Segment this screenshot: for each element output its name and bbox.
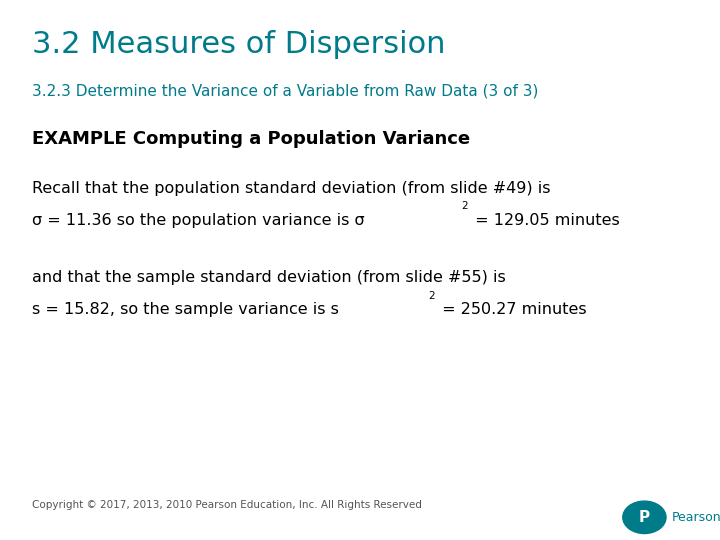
Text: 2: 2	[462, 201, 468, 212]
Text: 2: 2	[428, 291, 435, 301]
Text: Pearson: Pearson	[672, 511, 720, 524]
Text: P: P	[639, 510, 650, 525]
Text: 3.2 Measures of Dispersion: 3.2 Measures of Dispersion	[32, 30, 446, 59]
Text: σ = 11.36 so the population variance is σ: σ = 11.36 so the population variance is …	[32, 213, 365, 228]
Text: Recall that the population standard deviation (from slide #49) is: Recall that the population standard devi…	[32, 181, 551, 196]
Text: Copyright © 2017, 2013, 2010 Pearson Education, Inc. All Rights Reserved: Copyright © 2017, 2013, 2010 Pearson Edu…	[32, 500, 422, 510]
Text: = 250.27 minutes: = 250.27 minutes	[437, 302, 587, 318]
Circle shape	[623, 501, 666, 534]
Text: EXAMPLE Computing a Population Variance: EXAMPLE Computing a Population Variance	[32, 130, 471, 147]
Text: 3.2.3 Determine the Variance of a Variable from Raw Data (3 of 3): 3.2.3 Determine the Variance of a Variab…	[32, 84, 539, 99]
Text: and that the sample standard deviation (from slide #55) is: and that the sample standard deviation (…	[32, 270, 506, 285]
Text: s = 15.82, so the sample variance is s: s = 15.82, so the sample variance is s	[32, 302, 339, 318]
Text: = 129.05 minutes: = 129.05 minutes	[470, 213, 620, 228]
